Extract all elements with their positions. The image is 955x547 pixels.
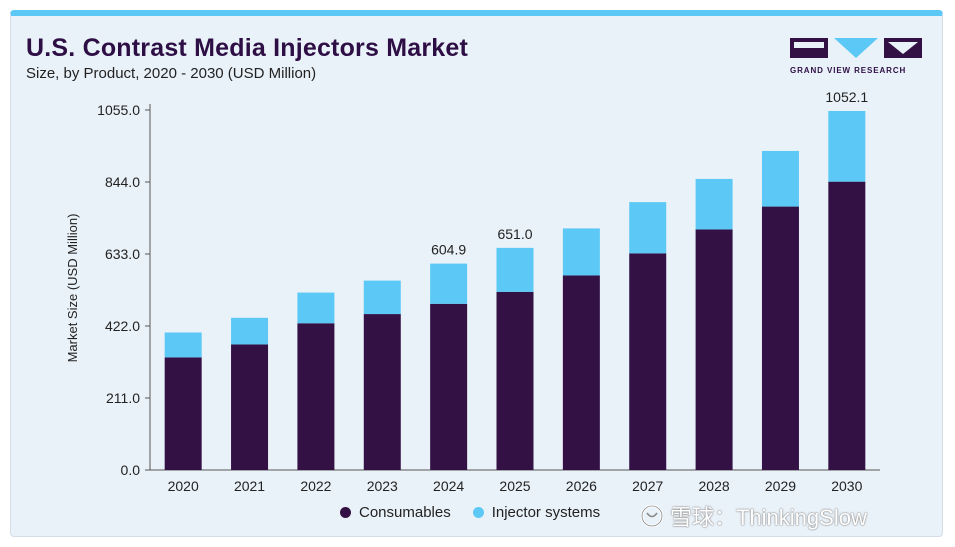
bar-consumables-2025 [496, 291, 534, 470]
data-label-2025: 651.0 [497, 226, 532, 242]
bar-consumables-2023 [363, 314, 401, 470]
x-tick-label: 2020 [168, 478, 199, 494]
legend-label-injector-systems: Injector systems [491, 503, 601, 521]
x-tick-label: 2021 [234, 478, 265, 494]
x-tick-label: 2026 [566, 478, 597, 494]
bar-consumables-2029 [761, 206, 799, 470]
chart-title: U.S. Contrast Media Injectors Market [26, 34, 469, 62]
bar-consumables-2020 [164, 357, 202, 470]
watermark: 雪球：ThinkingSlow [640, 500, 867, 532]
bar-injector-systems-2028 [695, 178, 733, 230]
bar-injector-systems-2026 [562, 228, 600, 276]
bar-consumables-2022 [297, 323, 335, 470]
legend-item-consumables: Consumables [340, 504, 451, 521]
bar-injector-systems-2025 [496, 247, 534, 292]
y-tick-label: 633.0 [105, 246, 140, 262]
data-label-2024: 604.9 [431, 242, 466, 258]
watermark-text: 雪球：ThinkingSlow [670, 505, 867, 530]
bar-injector-systems-2024 [430, 263, 468, 304]
x-tick-label: 2024 [433, 478, 464, 494]
bar-injector-systems-2020 [164, 332, 202, 358]
x-tick-label: 2025 [499, 478, 530, 494]
grand-view-research-logo [790, 38, 922, 58]
y-tick-label: 844.0 [105, 174, 140, 190]
bar-injector-systems-2023 [363, 280, 401, 315]
bar-consumables-2026 [562, 275, 600, 470]
x-tick-label: 2023 [367, 478, 398, 494]
x-tick-label: 2027 [632, 478, 663, 494]
bar-consumables-2030 [828, 181, 866, 471]
bar-consumables-2027 [629, 253, 667, 470]
legend-swatch-injector-systems [472, 506, 484, 518]
bar-injector-systems-2021 [231, 317, 269, 345]
bar-injector-systems-2029 [761, 150, 799, 207]
y-tick-label: 422.0 [105, 318, 140, 334]
bar-injector-systems-2022 [297, 292, 335, 324]
x-tick-label: 2022 [300, 478, 331, 494]
y-axis-title: Market Size (USD Million) [65, 214, 80, 363]
xueqiu-icon [640, 504, 664, 528]
bar-injector-systems-2030 [828, 110, 866, 182]
bar-consumables-2028 [695, 229, 733, 470]
bar-injector-systems-2027 [629, 202, 667, 254]
bar-consumables-2021 [231, 344, 269, 470]
y-tick-label: 0.0 [121, 462, 141, 478]
x-tick-label: 2028 [699, 478, 730, 494]
legend-item-injector-systems: Injector systems [472, 503, 601, 521]
data-label-2030: 1052.1 [825, 89, 868, 105]
chart-legend: Consumables Injector systems [340, 503, 622, 521]
legend-label-consumables: Consumables [359, 503, 451, 521]
y-tick-label: 1055.0 [97, 102, 140, 118]
chart-subtitle: Size, by Product, 2020 - 2030 (USD Milli… [26, 65, 317, 82]
bar-consumables-2024 [430, 303, 468, 470]
logo-text: GRAND VIEW RESEARCH [790, 66, 907, 75]
x-tick-label: 2029 [765, 478, 796, 494]
legend-swatch-consumables [340, 506, 351, 518]
y-tick-label: 211.0 [106, 390, 140, 406]
x-tick-label: 2030 [831, 478, 862, 494]
